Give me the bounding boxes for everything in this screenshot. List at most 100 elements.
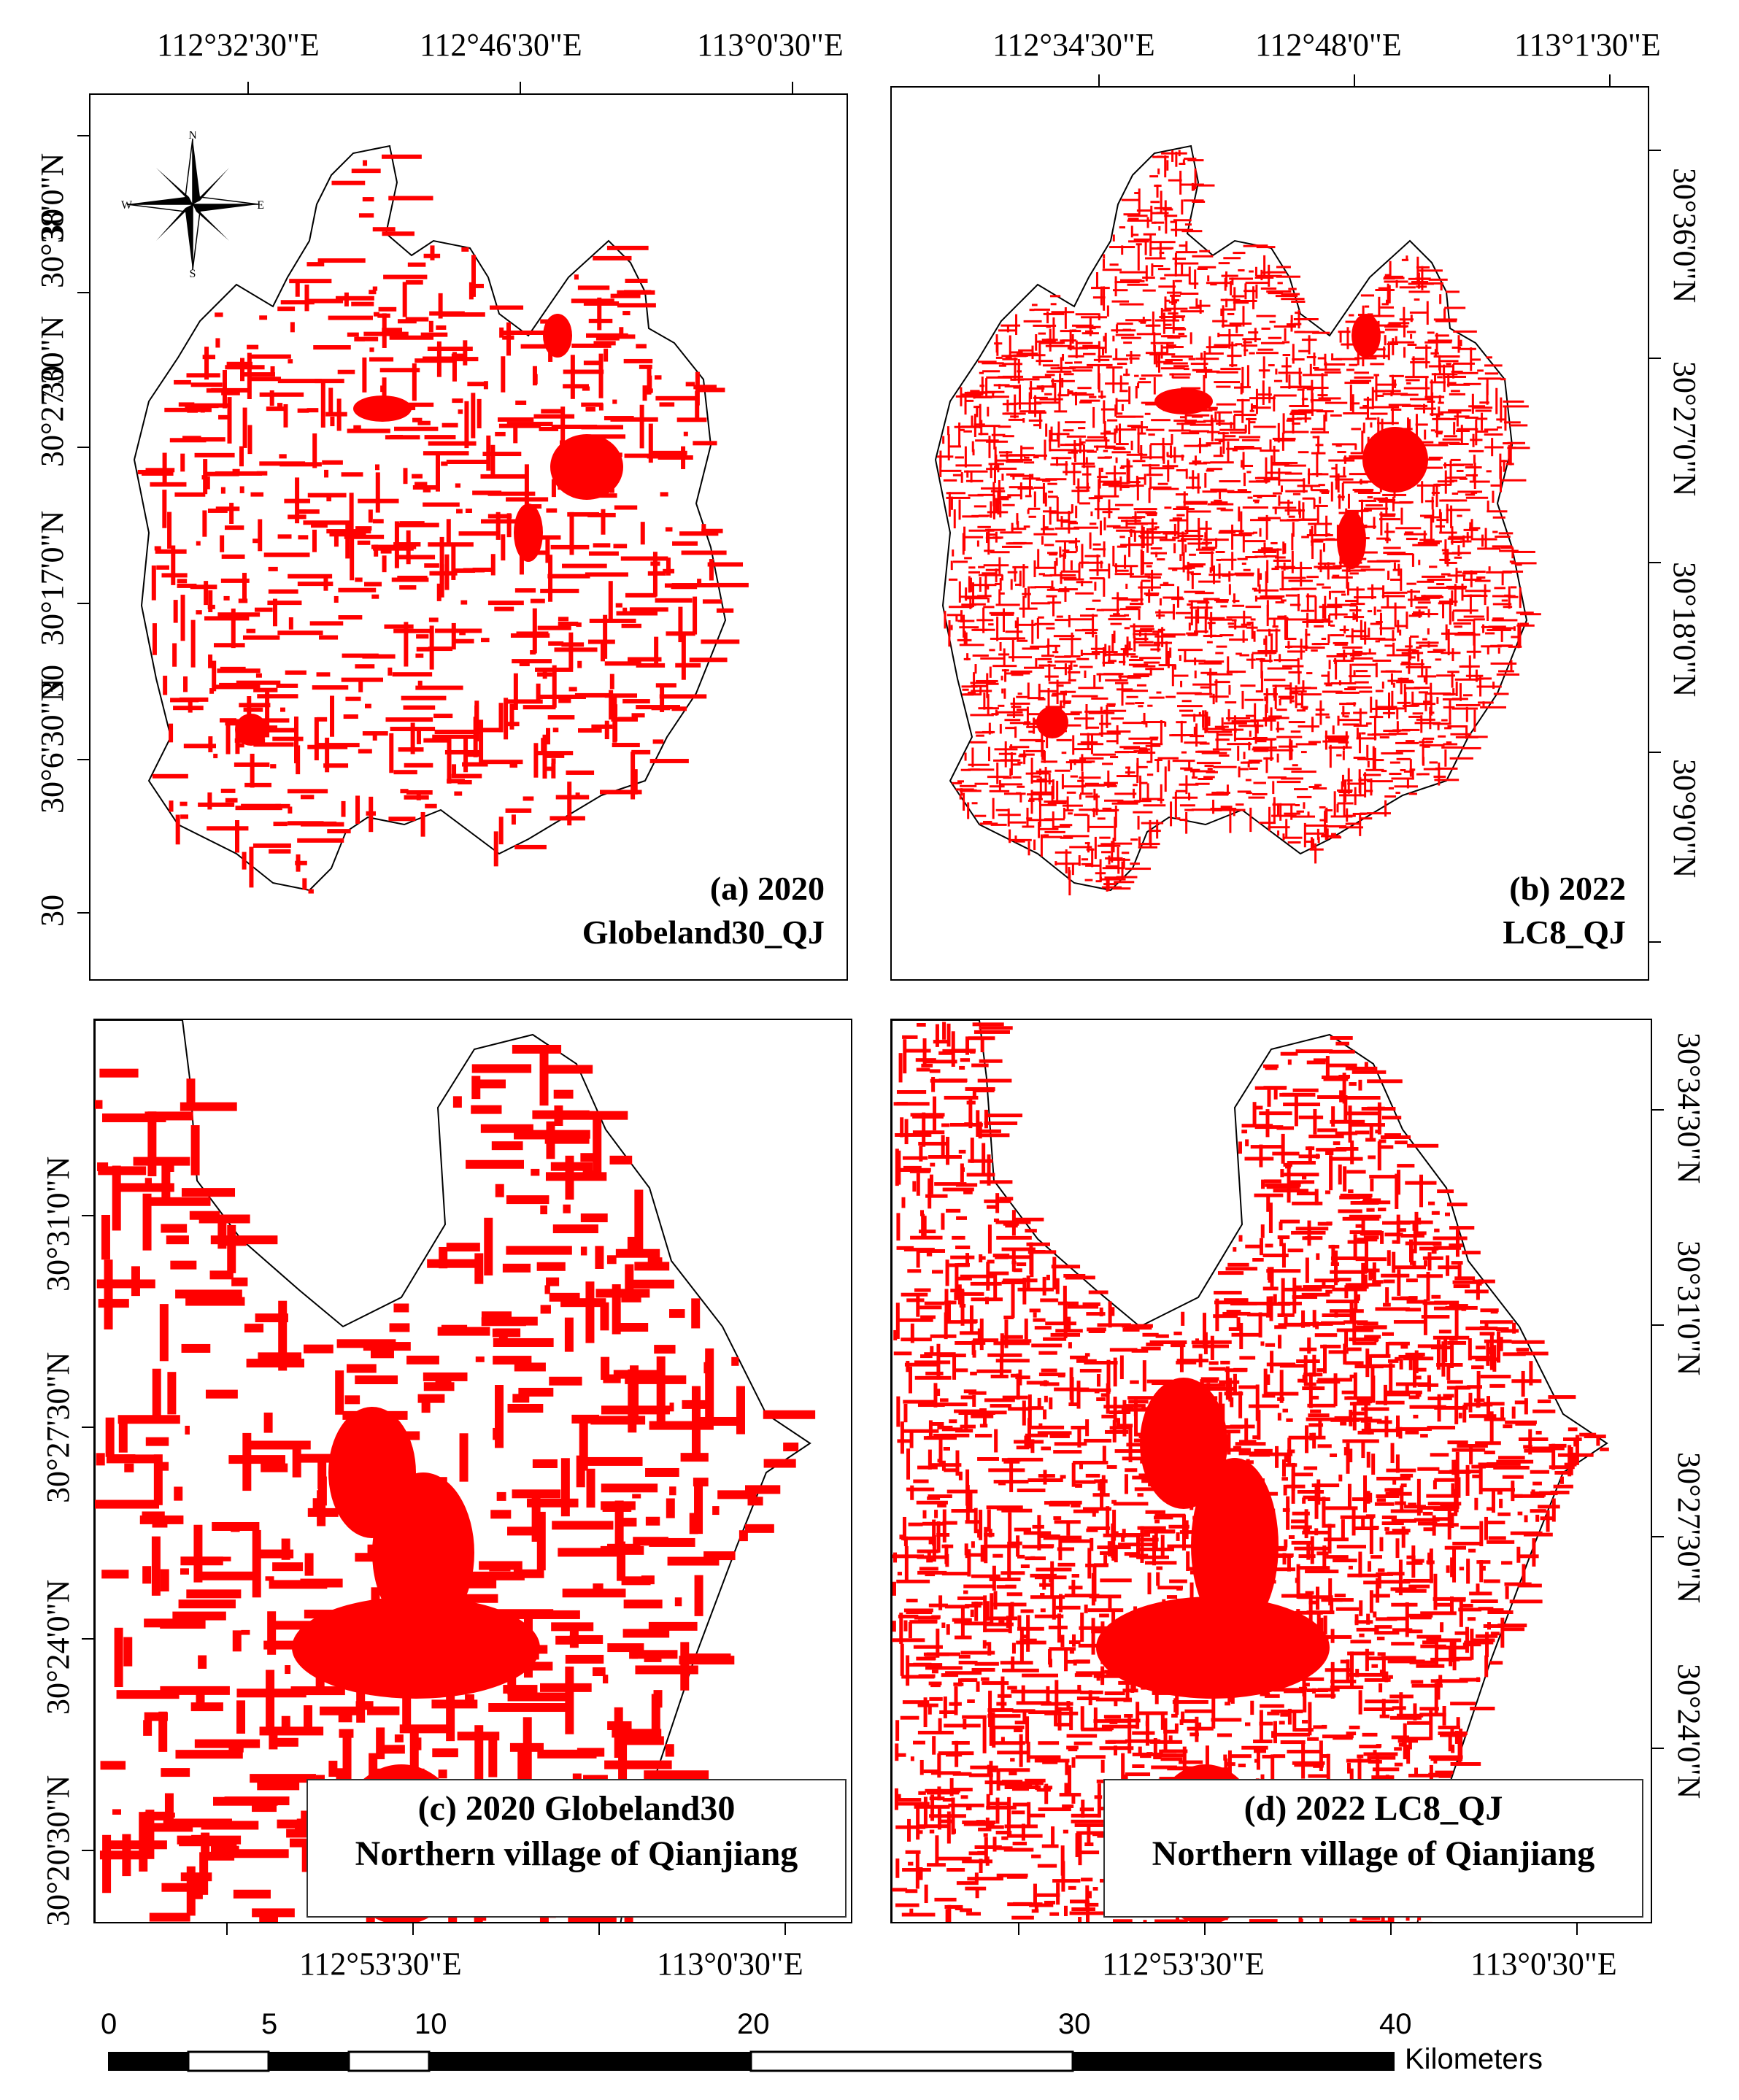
builtup-patch [1044, 830, 1065, 833]
builtup-patch [1085, 330, 1094, 333]
builtup-patch [1175, 790, 1187, 792]
builtup-patch [1407, 344, 1417, 347]
builtup-patch [1314, 784, 1322, 787]
builtup-patch [1238, 436, 1261, 439]
builtup-patch [344, 292, 349, 306]
builtup-patch [309, 621, 344, 626]
builtup-patch [1243, 386, 1251, 389]
builtup-patch [604, 693, 638, 698]
builtup-patch [1387, 323, 1401, 326]
builtup-patch [263, 552, 310, 557]
builtup-patch [1249, 270, 1254, 273]
builtup-patch [1433, 355, 1460, 358]
builtup-patch [1080, 649, 1083, 657]
builtup-patch [1004, 412, 1012, 415]
builtup-patch [585, 406, 595, 412]
builtup-patch [1295, 804, 1300, 807]
builtup-patch [1246, 792, 1252, 795]
builtup-patch [1360, 479, 1362, 485]
builtup-patch [1009, 486, 1033, 489]
builtup-patch [1325, 684, 1333, 687]
builtup-patch [1364, 305, 1370, 308]
builtup-patch [1249, 421, 1256, 424]
builtup-patch [1503, 405, 1529, 408]
builtup-patch [504, 698, 509, 740]
builtup-patch [1443, 377, 1446, 393]
builtup-patch [1038, 664, 1056, 667]
builtup-patch [1306, 593, 1309, 611]
builtup-patch [1151, 241, 1176, 244]
builtup-patch [1349, 473, 1374, 476]
builtup-patch [1312, 331, 1330, 334]
builtup-patch [681, 632, 686, 680]
builtup-patch [1101, 878, 1126, 881]
builtup-patch [490, 444, 496, 478]
builtup-patch [222, 1556, 231, 1562]
builtup-patch [1306, 387, 1314, 390]
builtup-patch [1241, 690, 1244, 709]
builtup-patch [1096, 554, 1099, 576]
builtup-patch [250, 753, 255, 788]
builtup-patch [1347, 822, 1360, 825]
builtup-patch [1076, 341, 1093, 344]
builtup-patch [1164, 323, 1172, 326]
builtup-patch [1032, 376, 1052, 379]
builtup-patch [997, 711, 1023, 714]
panel-a-title-line1: (a) 2020 [709, 870, 825, 908]
builtup-patch [1284, 509, 1306, 512]
builtup-patch [1381, 752, 1403, 754]
builtup-patch [1068, 451, 1078, 454]
builtup-patch [1465, 474, 1478, 476]
builtup-patch [415, 685, 463, 690]
builtup-patch [1496, 418, 1506, 421]
builtup-patch [175, 1289, 242, 1299]
builtup-patch [957, 780, 964, 783]
builtup-patch [968, 1490, 973, 1510]
builtup-patch [997, 491, 1000, 515]
builtup-patch [1424, 429, 1427, 440]
panel-c-left-label-2: 30°27'30"N [40, 1351, 76, 1503]
builtup-patch [1054, 769, 1071, 772]
builtup-patch [1412, 356, 1415, 377]
builtup-patch [987, 584, 990, 590]
builtup-patch [642, 385, 647, 401]
builtup-patch [1163, 335, 1173, 338]
builtup-patch [1209, 567, 1212, 573]
builtup-patch [612, 1729, 662, 1738]
builtup-patch [335, 296, 374, 301]
builtup-patch [1390, 390, 1393, 397]
builtup-patch [1406, 379, 1420, 382]
builtup-patch [1446, 549, 1449, 567]
builtup-patch [989, 611, 1014, 614]
builtup-patch [1306, 672, 1313, 675]
builtup-patch [297, 838, 344, 843]
builtup-patch [548, 555, 553, 602]
builtup-patch [1013, 354, 1022, 357]
builtup-patch [1427, 339, 1453, 342]
builtup-patch [342, 653, 379, 658]
builtup-patch [349, 493, 354, 539]
builtup-patch [1017, 1554, 1025, 1559]
builtup-patch [1489, 1411, 1494, 1443]
builtup-patch [1347, 768, 1350, 794]
builtup-patch [563, 1204, 571, 1213]
builtup-patch [1068, 614, 1071, 628]
builtup-patch [1165, 641, 1168, 665]
builtup-patch [1393, 562, 1396, 571]
builtup-patch [1131, 233, 1139, 236]
builtup-patch [652, 739, 664, 744]
builtup-patch [1079, 502, 1090, 505]
builtup-patch [1148, 487, 1151, 503]
builtup-patch [1233, 410, 1243, 413]
builtup-patch [1219, 754, 1230, 757]
builtup-patch [1312, 1310, 1316, 1328]
builtup-patch [947, 434, 950, 460]
builtup-patch [266, 406, 285, 412]
panel-b-top-label-1: 112°34'30"E [992, 27, 1155, 63]
builtup-patch [1408, 792, 1417, 795]
builtup-patch [1171, 734, 1194, 737]
builtup-patch [1035, 740, 1046, 743]
builtup-patch [277, 379, 322, 384]
builtup-patch [1357, 347, 1360, 366]
builtup-patch [1423, 444, 1449, 447]
